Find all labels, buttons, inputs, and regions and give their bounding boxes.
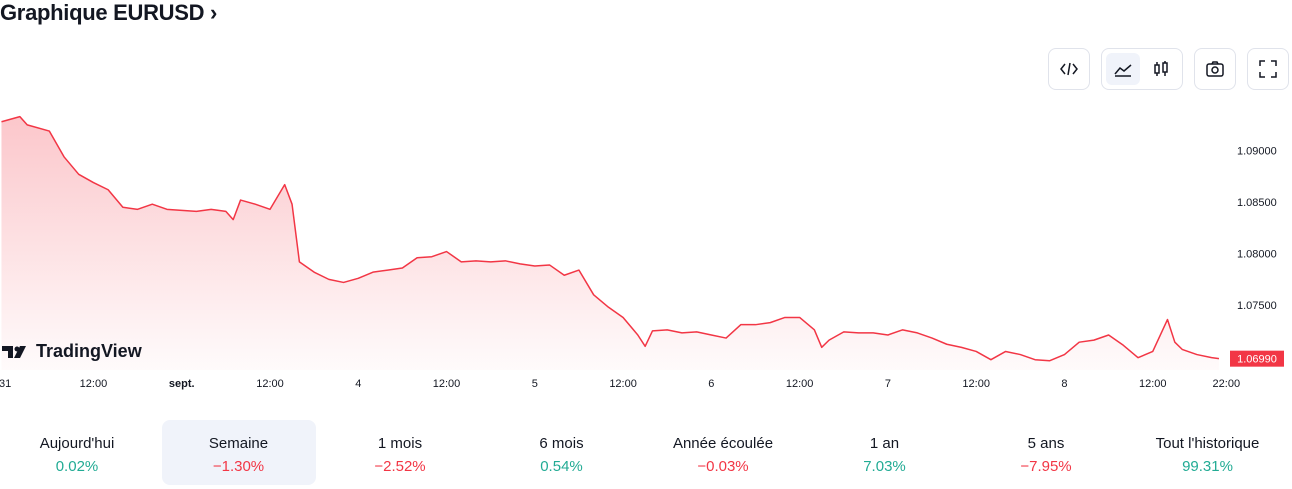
- period-change: 0.54%: [540, 458, 583, 475]
- period-label: Année écoulée: [672, 435, 774, 452]
- period-tab[interactable]: 6 mois 0.54%: [485, 420, 639, 485]
- x-tick-label: 6: [708, 378, 714, 390]
- x-tick-label: 8: [1061, 378, 1067, 390]
- brand[interactable]: TradingView: [2, 341, 142, 362]
- period-change: 0.02%: [55, 458, 99, 475]
- x-tick-label: sept.: [169, 378, 195, 390]
- area-fill: [1, 116, 1219, 370]
- period-label: 5 ans: [1027, 435, 1065, 452]
- period-tab[interactable]: Tout l'historique 99.31%: [1131, 420, 1285, 485]
- period-label: 1 mois: [377, 435, 423, 452]
- period-change: 7.03%: [863, 458, 906, 475]
- area-type-button[interactable]: [1106, 53, 1140, 85]
- x-tick-label: 12:00: [433, 378, 461, 390]
- y-tick-label: 1.07500: [1237, 300, 1277, 312]
- x-tick-label: 12:00: [786, 378, 814, 390]
- y-tick-label: 1.08500: [1237, 197, 1277, 209]
- x-tick-label: 22:00: [1213, 378, 1241, 390]
- period-tab[interactable]: 5 ans −7.95%: [969, 420, 1123, 485]
- fullscreen-button[interactable]: [1247, 48, 1289, 90]
- y-tick-label: 1.08000: [1237, 249, 1277, 261]
- period-label: Aujourd'hui: [39, 435, 115, 452]
- snapshot-button[interactable]: [1194, 48, 1236, 90]
- x-tick-label: 7: [885, 378, 891, 390]
- chart-type-switch: [1101, 48, 1183, 90]
- brand-name: TradingView: [36, 341, 142, 361]
- period-tab[interactable]: 1 an 7.03%: [808, 420, 962, 485]
- y-tick-label: 1.09000: [1237, 146, 1277, 158]
- last-price-badge: 1.06990: [1230, 350, 1284, 367]
- period-tabs: Aujourd'hui 0.02% Semaine −1.30% 1 mois −2.52…: [0, 420, 1292, 485]
- last-price-box: [1230, 350, 1284, 367]
- x-tick-label: 12:00: [80, 378, 108, 390]
- period-label: 1 an: [869, 435, 900, 452]
- period-label: 6 mois: [539, 435, 584, 452]
- last-price-label: 1.06990: [1237, 354, 1277, 366]
- x-tick-label: 31: [0, 378, 11, 390]
- period-tab[interactable]: Année écoulée −0.03%: [646, 420, 800, 485]
- period-change: −7.95%: [1020, 458, 1072, 475]
- period-change: −2.52%: [374, 458, 426, 475]
- period-tab[interactable]: Semaine −1.30%: [161, 420, 316, 485]
- period-tab[interactable]: 1 mois −2.52%: [323, 420, 477, 485]
- x-tick-label: 12:00: [256, 378, 284, 390]
- chart: 1.07500 1.08000 1.08500 1.09000 31 12:00 sept.…: [0, 115, 1284, 390]
- period-tab[interactable]: Aujourd'hui 0.02%: [0, 420, 154, 485]
- period-change: 99.31%: [1182, 458, 1233, 475]
- period-label: Semaine: [208, 435, 269, 452]
- x-tick-label: 5: [532, 378, 538, 390]
- embed-button[interactable]: [1048, 48, 1090, 90]
- x-tick-label: 4: [355, 378, 361, 390]
- period-label: Tout l'historique: [1155, 435, 1260, 452]
- price-line: [1, 115, 1220, 362]
- title[interactable]: Graphique EURUSD ›: [0, 0, 218, 25]
- x-tick-label: 12:00: [1139, 378, 1167, 390]
- x-tick-label: 12:00: [609, 378, 637, 390]
- period-change: −0.03%: [697, 458, 749, 475]
- candle-type-button[interactable]: [1144, 53, 1178, 85]
- x-tick-label: 12:00: [962, 378, 990, 390]
- period-change: −1.30%: [212, 458, 265, 475]
